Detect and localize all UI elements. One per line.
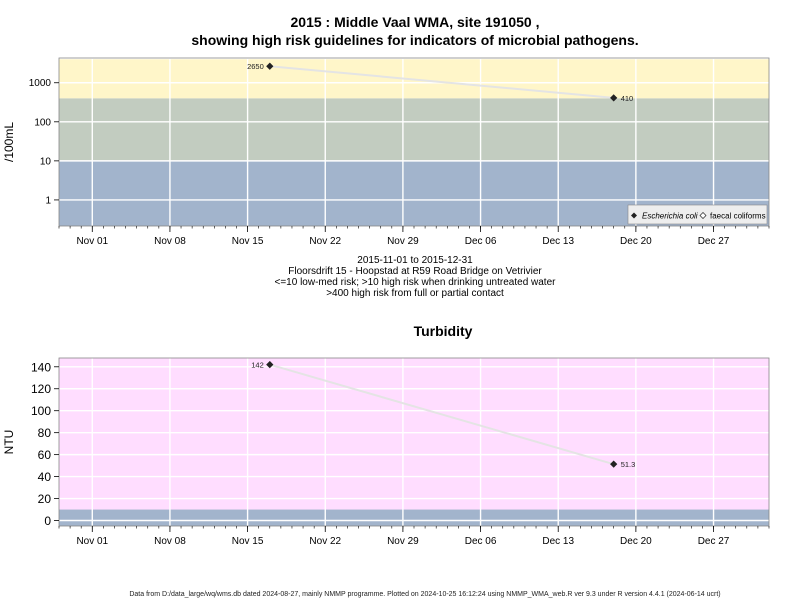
caption-risk-drinking: <=10 low-med risk; >10 high risk when dr… xyxy=(275,277,557,288)
turbidity-risk-band xyxy=(59,358,769,510)
turbidity-x-tick-label: Dec 13 xyxy=(542,536,574,547)
legend-marker-open-diamond xyxy=(699,212,707,219)
caption-risk-contact: >400 high risk from full or partial cont… xyxy=(326,288,504,299)
caption-site: Floorsdrift 15 - Hoopstad at R59 Road Br… xyxy=(288,266,542,277)
legend-label-ecoli: Escherichia coli xyxy=(642,212,698,221)
chart-title-line-1: 2015 : Middle Vaal WMA, site 191050 , xyxy=(291,14,540,30)
turbidity-x-tick-label: Nov 15 xyxy=(232,536,264,547)
caption-date-range: 2015-11-01 to 2015-12-31 xyxy=(357,255,473,266)
turbidity-data-point xyxy=(610,460,618,468)
turbidity-data-label: 142 xyxy=(251,361,264,370)
microbial-data-point xyxy=(266,62,274,70)
microbial-x-tick-label: Nov 01 xyxy=(76,236,108,247)
turbidity-x-tick-label: Dec 20 xyxy=(620,536,652,547)
turbidity-y-tick-label: 120 xyxy=(31,382,51,396)
microbial-data-label: 410 xyxy=(621,94,634,103)
turbidity-y-tick-label: 40 xyxy=(38,470,52,484)
turbidity-x-tick-label: Nov 29 xyxy=(387,536,419,547)
legend-marker-filled-diamond xyxy=(631,212,637,219)
microbial-y-tick-label: 10 xyxy=(40,156,52,167)
turbidity-y-tick-label: 20 xyxy=(38,492,52,506)
footer-note: Data from D:/data_large/wq/wms.db dated … xyxy=(129,591,720,598)
turbidity-x-tick-label: Dec 27 xyxy=(698,536,730,547)
turbidity-y-tick-label: 140 xyxy=(31,360,51,374)
legend-label-faecal-coliforms: faecal coliforms xyxy=(710,212,766,221)
microbial-y-tick-label: 1 xyxy=(45,195,51,206)
microbial-legend-box xyxy=(627,204,768,225)
microbial-x-tick-label: Nov 08 xyxy=(154,236,186,247)
microbial-y-tick-label: 100 xyxy=(34,117,51,128)
microbial-x-tick-label: Dec 06 xyxy=(465,236,497,247)
turbidity-x-tick-label: Nov 01 xyxy=(76,536,108,547)
microbial-y-axis-label: /100mL xyxy=(2,122,16,162)
turbidity-y-tick-label: 0 xyxy=(44,514,51,528)
turbidity-y-tick-label: 60 xyxy=(38,448,52,462)
microbial-x-tick-label: Dec 27 xyxy=(698,236,730,247)
microbial-risk-band xyxy=(59,98,769,161)
microbial-y-tick-label: 1000 xyxy=(29,78,52,89)
microbial-x-tick-label: Nov 29 xyxy=(387,236,419,247)
turbidity-y-axis-label: NTU xyxy=(2,430,16,455)
turbidity-y-tick-label: 100 xyxy=(31,404,51,418)
turbidity-panel: 0 20 40 60 80 100 120 140 Nov 01 Nov 08 Nov 15 Nov … xyxy=(2,357,770,547)
microbial-x-tick-label: Nov 15 xyxy=(232,236,264,247)
turbidity-x-tick-label: Dec 06 xyxy=(465,536,497,547)
turbidity-data-label: 51.3 xyxy=(621,460,636,469)
microbial-legend: Escherichia coli faecal coliforms xyxy=(627,204,768,225)
turbidity-series-connector xyxy=(269,363,614,466)
microbial-data-label: 2650 xyxy=(247,62,264,71)
turbidity-x-tick-label: Nov 08 xyxy=(154,536,186,547)
chart-title-line-2: showing high risk guidelines for indicat… xyxy=(191,32,638,48)
microbial-data-point xyxy=(610,94,618,102)
turbidity-title: Turbidity xyxy=(414,323,473,339)
turbidity-data-point xyxy=(266,360,274,369)
microbial-series-connector xyxy=(269,65,614,99)
microbial-panel: 1 10 100 1000 Nov 01 Nov 08 Nov 15 Nov 22 Nov 29… xyxy=(2,57,770,247)
turbidity-x-tick-label: Nov 22 xyxy=(309,536,341,547)
microbial-x-tick-label: Dec 13 xyxy=(542,236,574,247)
turbidity-y-tick-label: 80 xyxy=(38,426,52,440)
turbidity-risk-band xyxy=(59,509,769,526)
microbial-x-tick-label: Nov 22 xyxy=(309,236,341,247)
microbial-x-tick-label: Dec 20 xyxy=(620,236,652,247)
